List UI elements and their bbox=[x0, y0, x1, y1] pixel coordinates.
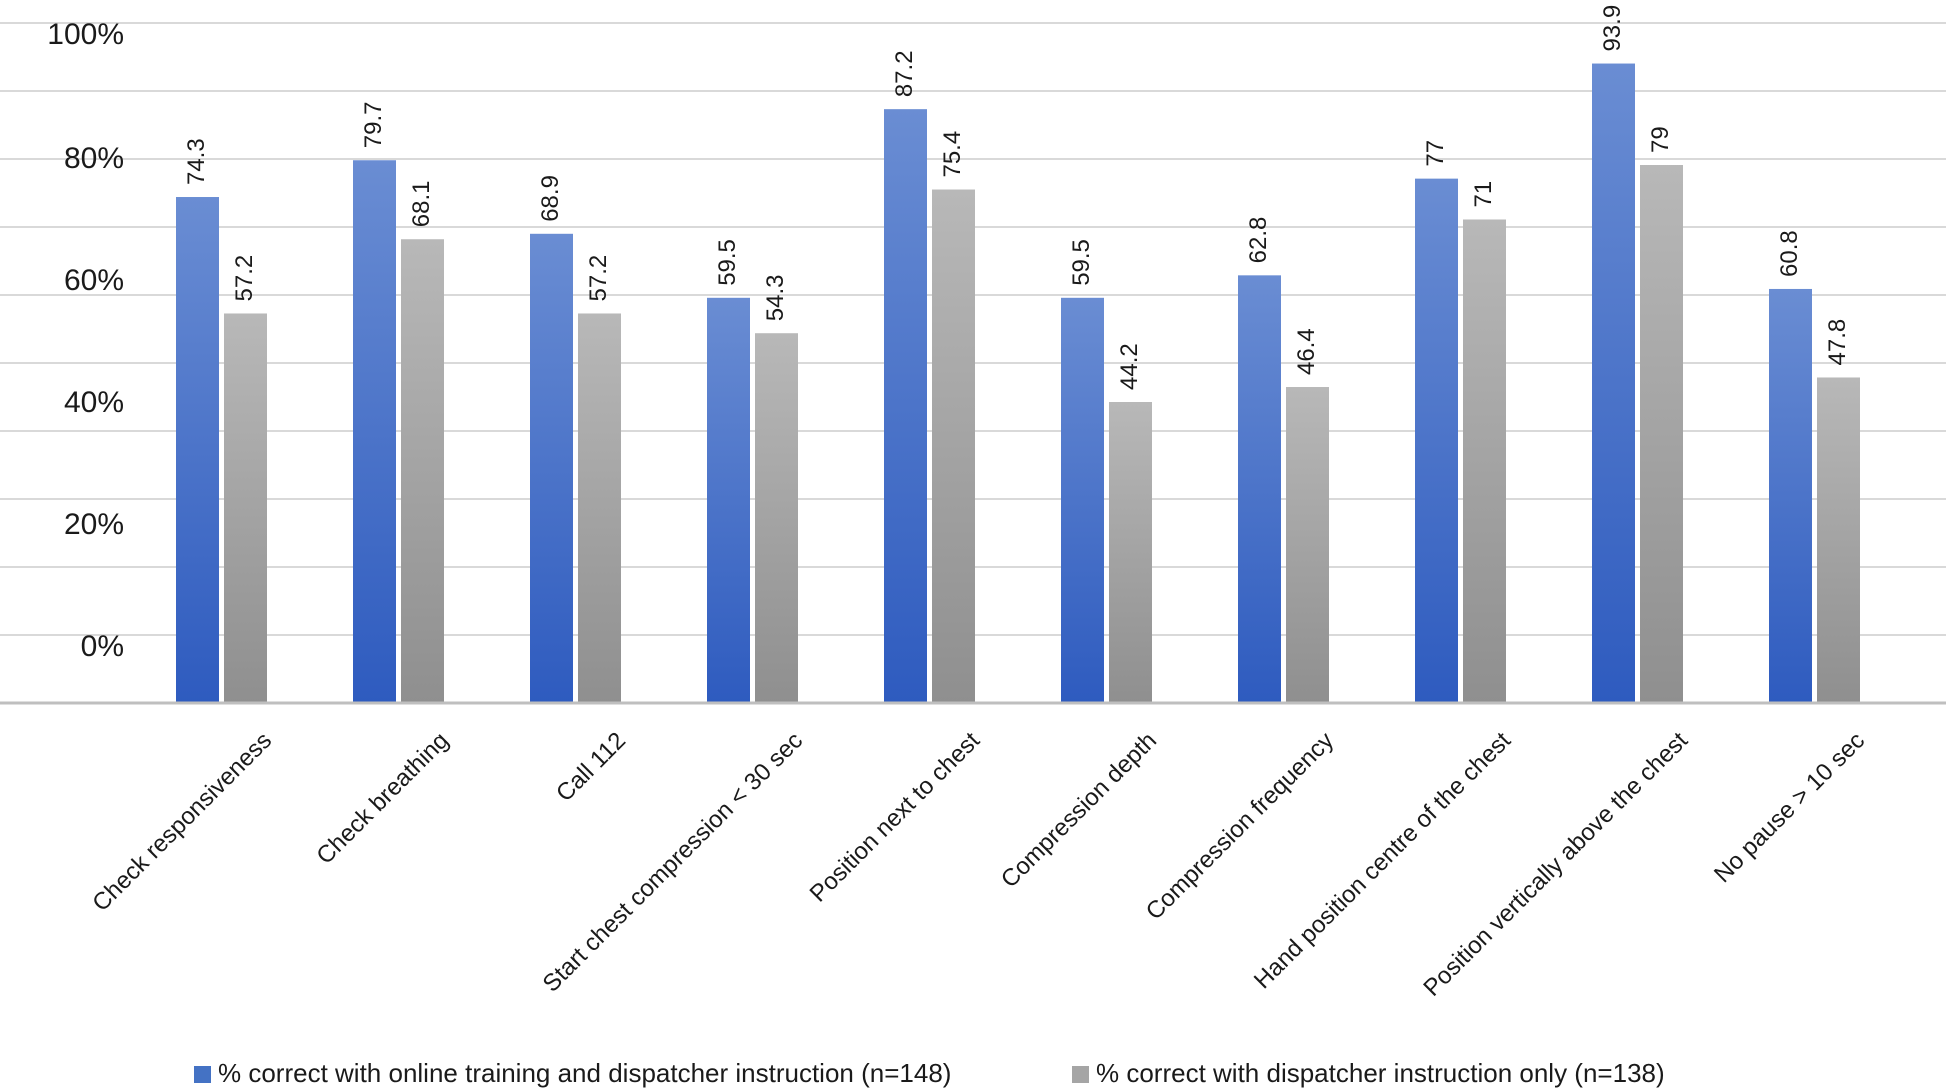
bar-online-training-7 bbox=[1238, 275, 1281, 703]
data-labels: 74.3 79.7 68.9 59.5 87.2 59.5 62.8 77 93.9 60.8 57… bbox=[183, 5, 1851, 390]
bar-online-training-8 bbox=[1415, 178, 1458, 703]
data-label: 68.1 bbox=[408, 181, 435, 228]
bar-online-training-10 bbox=[1769, 288, 1812, 703]
data-label: 87.2 bbox=[891, 50, 918, 97]
data-label: 79 bbox=[1647, 126, 1674, 153]
data-label: 62.8 bbox=[1245, 217, 1272, 264]
x-tick-label: Check breathing bbox=[311, 727, 454, 870]
legend: % correct with online training and dispa… bbox=[194, 1058, 1665, 1088]
x-tick-label: Compression depth bbox=[996, 727, 1162, 893]
bar-dispatcher-only-9 bbox=[1640, 165, 1683, 703]
y-tick-label: 60% bbox=[64, 264, 124, 297]
data-label: 77 bbox=[1422, 140, 1449, 167]
bar-online-training-4 bbox=[707, 297, 750, 703]
legend-label: % correct with dispatcher instruction on… bbox=[1096, 1058, 1665, 1088]
x-tick-label: Compression frequency bbox=[1141, 727, 1339, 925]
bar-online-training-1 bbox=[176, 197, 219, 703]
legend-label: % correct with online training and dispa… bbox=[218, 1058, 951, 1088]
x-axis: Check responsiveness Check breathing Call … bbox=[87, 727, 1870, 1002]
bar-dispatcher-only-6 bbox=[1109, 401, 1152, 703]
bar-online-training-5 bbox=[884, 109, 927, 704]
y-tick-label: 100% bbox=[47, 18, 124, 51]
data-label: 79.7 bbox=[360, 102, 387, 149]
legend-swatch bbox=[194, 1066, 211, 1083]
data-label: 57.2 bbox=[231, 255, 258, 302]
bars bbox=[176, 63, 1860, 704]
bar-dispatcher-only-4 bbox=[755, 333, 798, 703]
data-label: 59.5 bbox=[714, 239, 741, 286]
data-label: 59.5 bbox=[1068, 239, 1095, 286]
x-tick-label: Position next to chest bbox=[805, 727, 986, 908]
data-label: 75.4 bbox=[939, 131, 966, 178]
data-label: 46.4 bbox=[1293, 328, 1320, 375]
bar-dispatcher-only-8 bbox=[1463, 219, 1506, 704]
y-tick-label: 80% bbox=[64, 142, 124, 175]
data-label: 74.3 bbox=[183, 138, 210, 185]
data-label: 60.8 bbox=[1776, 230, 1803, 277]
legend-swatch bbox=[1072, 1066, 1089, 1083]
bar-dispatcher-only-3 bbox=[578, 313, 621, 703]
x-tick-label: Check responsiveness bbox=[87, 727, 277, 917]
bar-dispatcher-only-10 bbox=[1817, 377, 1860, 703]
bar-online-training-6 bbox=[1061, 297, 1104, 703]
data-label: 44.2 bbox=[1116, 343, 1143, 390]
x-tick-label: Call 112 bbox=[551, 727, 631, 807]
data-label: 57.2 bbox=[585, 255, 612, 302]
data-label: 71 bbox=[1470, 181, 1497, 208]
bar-dispatcher-only-1 bbox=[224, 313, 267, 703]
data-label: 68.9 bbox=[537, 175, 564, 222]
bar-online-training-9 bbox=[1592, 63, 1635, 703]
y-tick-label: 20% bbox=[64, 508, 124, 541]
data-label: 47.8 bbox=[1824, 319, 1851, 366]
y-tick-label: 0% bbox=[81, 630, 124, 663]
y-axis: 0% 20% 40% 60% 80% 100% bbox=[47, 18, 124, 663]
y-tick-label: 40% bbox=[64, 386, 124, 419]
data-label: 54.3 bbox=[762, 274, 789, 321]
bar-dispatcher-only-7 bbox=[1286, 387, 1329, 703]
x-tick-label: No pause > 10 sec bbox=[1709, 727, 1870, 888]
bar-dispatcher-only-5 bbox=[932, 189, 975, 703]
bar-online-training-3 bbox=[530, 233, 573, 703]
data-label: 93.9 bbox=[1599, 5, 1626, 52]
bar-online-training-2 bbox=[353, 160, 396, 704]
bar-dispatcher-only-2 bbox=[401, 239, 444, 703]
